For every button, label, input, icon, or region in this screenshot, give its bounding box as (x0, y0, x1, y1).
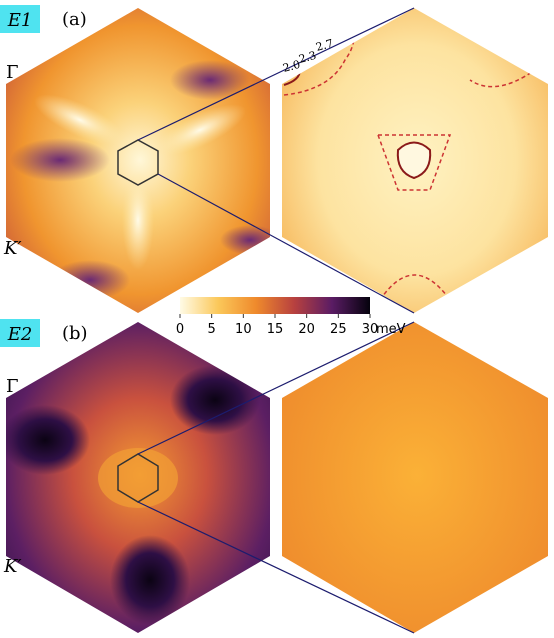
colorbar-tick-label: 25 (330, 322, 347, 337)
colorbar-tick-label: 0 (176, 322, 184, 337)
energy-badge (0, 319, 40, 347)
map-b (6, 322, 270, 633)
point-label: Γ (6, 62, 19, 83)
point-label: K′ (3, 238, 22, 259)
energy-badge (0, 5, 40, 33)
point-label: K′ (3, 556, 22, 577)
colorbar-unit: meV (376, 322, 406, 337)
contour-label: 2.3 (297, 49, 317, 66)
panel-label: (b) (62, 323, 88, 344)
contour-label: 2.0 (281, 58, 301, 75)
map-b-zoom (282, 322, 548, 633)
point-label: Γ (6, 376, 19, 397)
map-a (6, 8, 270, 313)
colorbar-tick-label: 5 (208, 322, 216, 337)
zoom-lines (137, 7, 415, 634)
energy-label: E1 (7, 10, 33, 31)
colorbar-tick-label: 20 (298, 322, 315, 337)
contour-label: 2.7 (314, 37, 334, 54)
colorbar-ticks: 0 5 10 15 20 25 30 (176, 314, 378, 337)
colorbar-tick-label: 30 (362, 322, 379, 337)
colorbar-tick-label: 10 (235, 322, 252, 337)
colorbar-tick-label: 15 (267, 322, 284, 337)
colorbar (180, 297, 370, 314)
energy-label: E2 (7, 324, 33, 345)
panel-label: (a) (62, 9, 87, 30)
